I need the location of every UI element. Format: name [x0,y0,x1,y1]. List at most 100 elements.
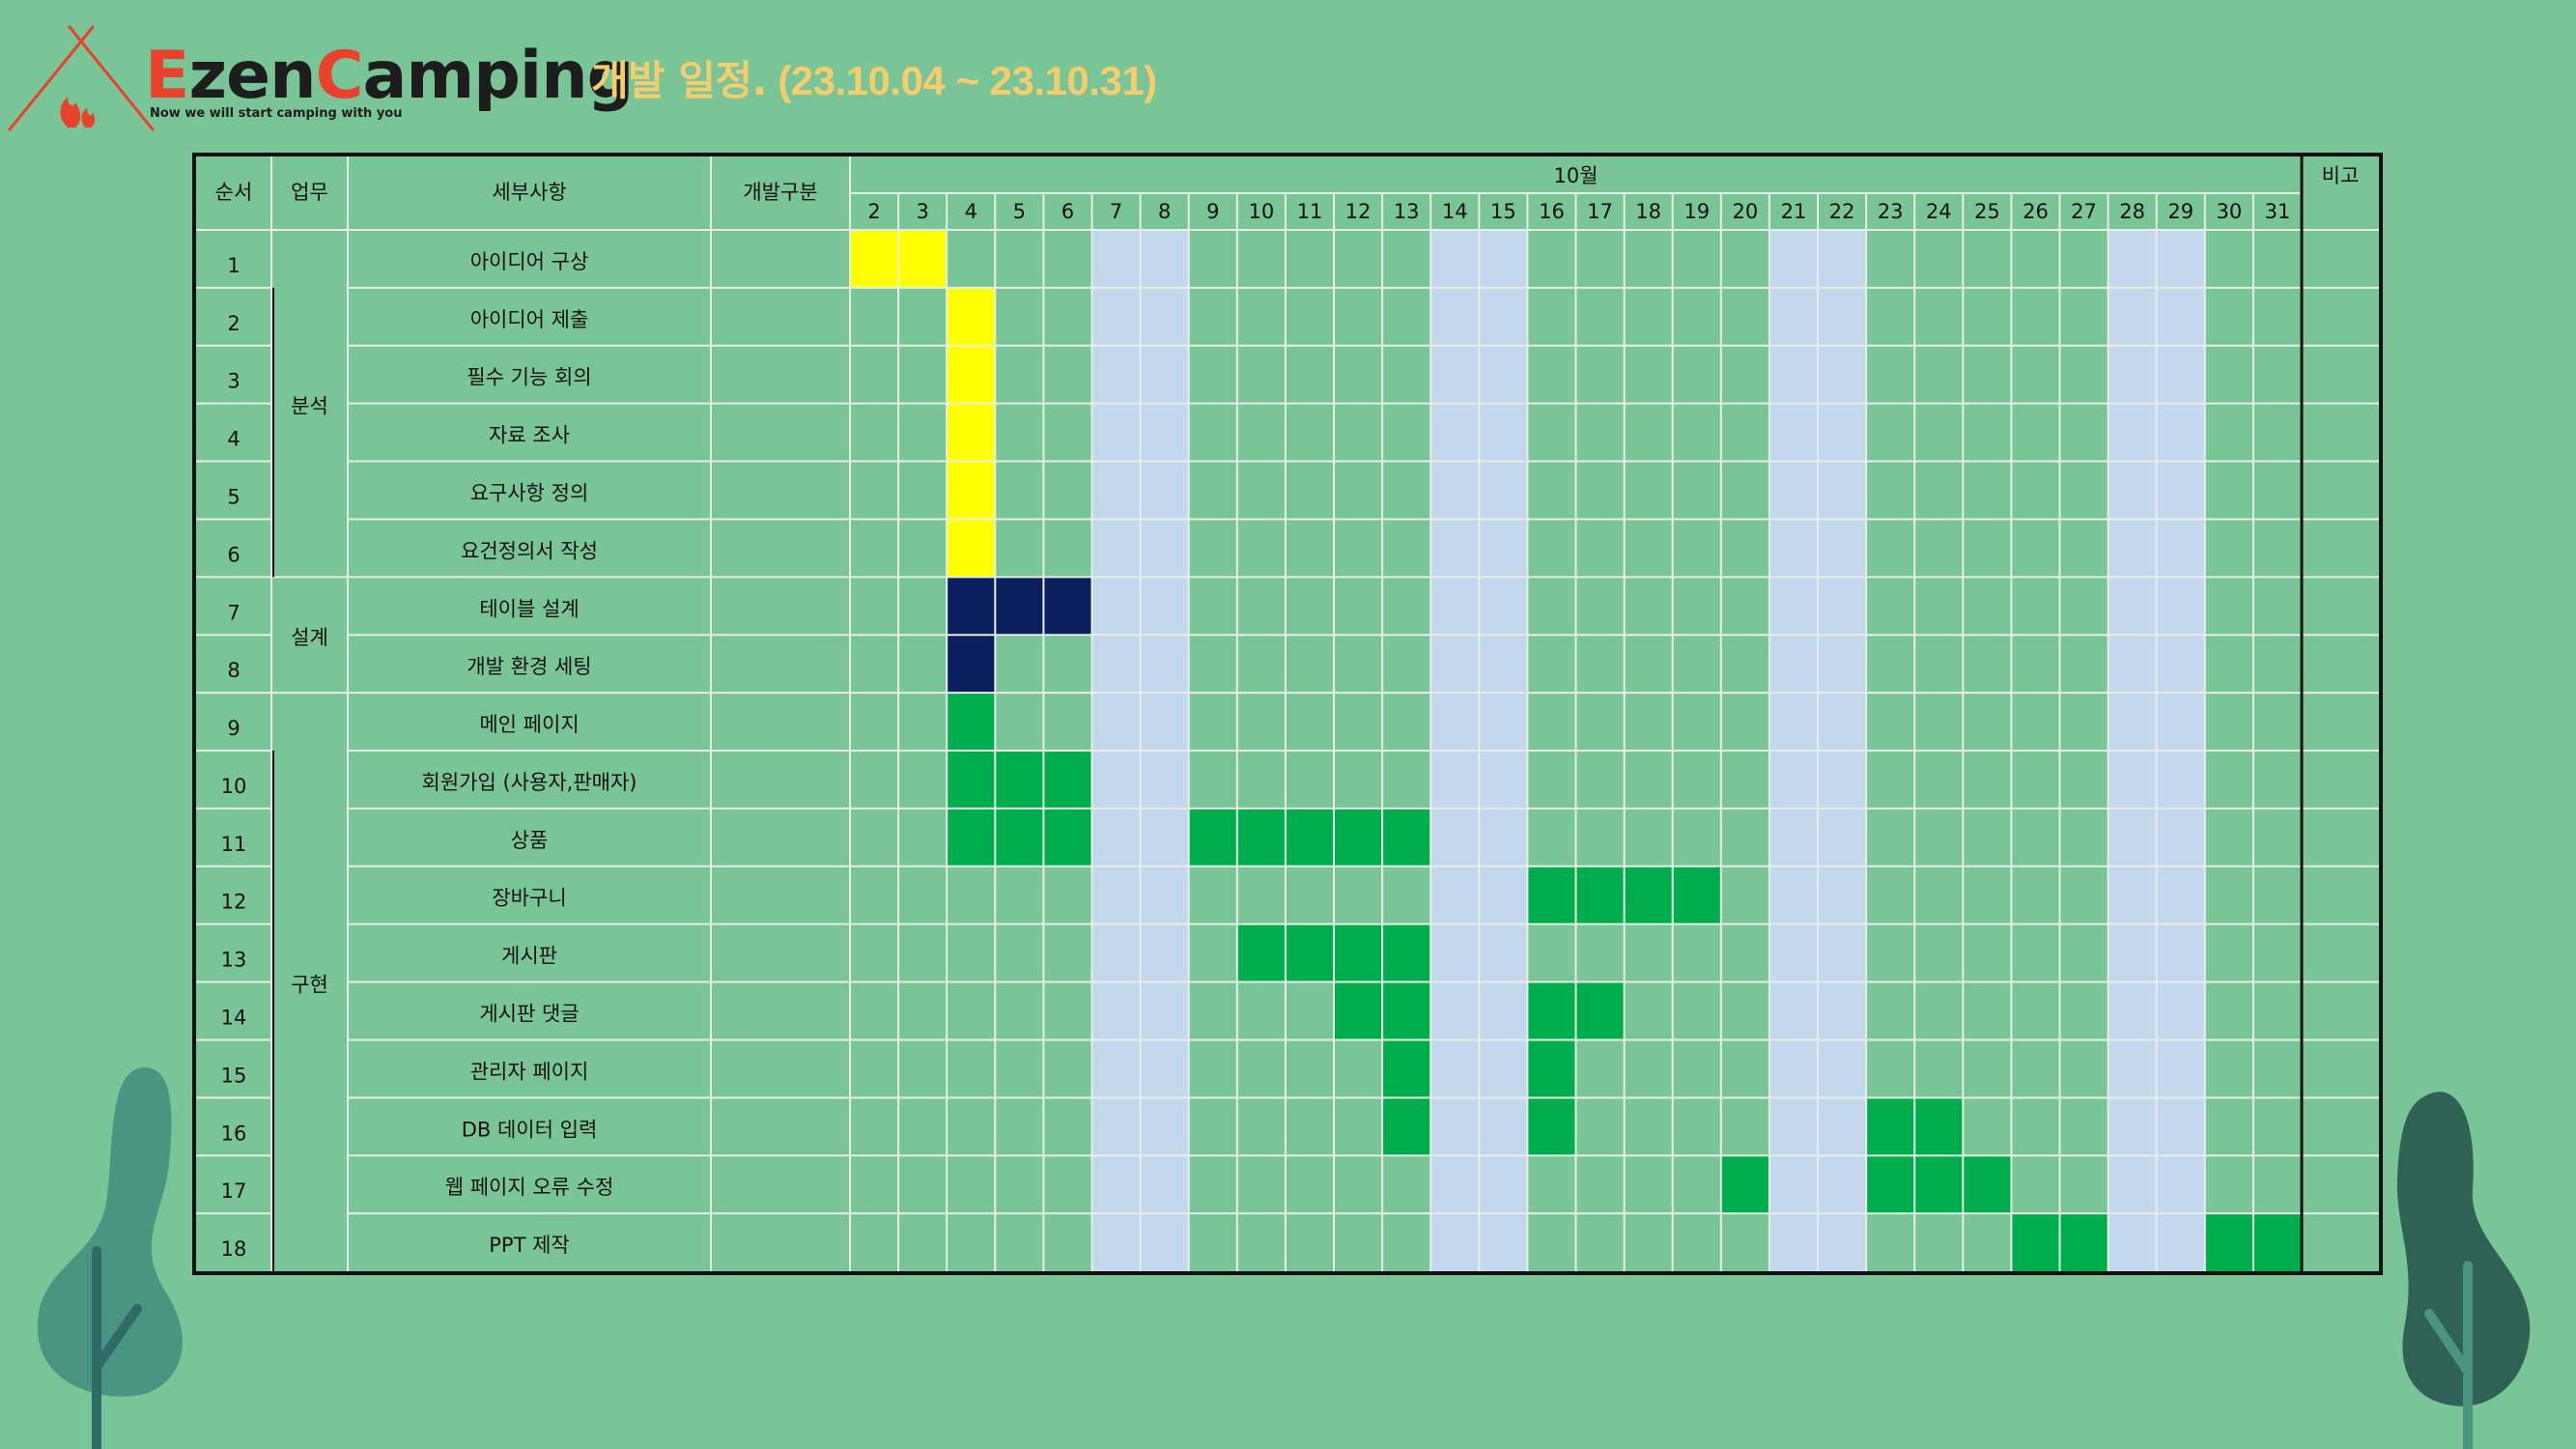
day-label: 28 [2119,200,2145,223]
schedule-cell-yellow [947,345,996,404]
schedule-cell-green [1575,866,1625,924]
header-work: 업무 [291,181,328,204]
day-label: 31 [2265,200,2291,223]
schedule-cell-green [2011,1213,2060,1271]
day-label: 9 [1206,200,1219,223]
title-text: 개발 일정. [591,57,768,104]
row-number: 17 [221,1179,247,1203]
schedule-cell-green [947,808,996,867]
row-number: 15 [221,1064,247,1087]
day-label: 26 [2023,200,2049,223]
row-number: 2 [227,312,240,335]
schedule-cell-navy [1043,577,1092,636]
row-number: 12 [221,891,247,914]
day-label: 16 [1539,200,1565,223]
day-label: 12 [1345,200,1372,223]
schedule-cell-green [1382,981,1431,1040]
row-number: 9 [227,717,240,740]
title-dates: (23.10.04 ~ 23.10.31) [767,58,1157,103]
row-number: 7 [227,601,240,624]
schedule-cell-green [1866,1097,1915,1156]
schedule-cell-green [1236,808,1286,867]
task-name: 메인 페이지 [479,713,579,736]
schedule-cell-green [947,693,996,751]
schedule-cell-green [995,751,1044,809]
tent-logo [8,25,155,131]
schedule-cell-yellow [947,461,996,520]
schedule-cell-green [1334,981,1383,1040]
day-label: 5 [1013,200,1026,223]
task-name: 요구사항 정의 [470,482,589,505]
schedule-cell-yellow [947,403,996,462]
task-name: 상품 [511,829,549,852]
task-name: 장바구니 [492,887,566,910]
schedule-cell-yellow [850,230,899,288]
schedule-cell-yellow [947,519,996,578]
schedule-cell-green [1963,1155,2012,1214]
schedule-cell-yellow [947,287,996,346]
task-name: 자료 조사 [489,424,570,447]
task-name: 아이디어 제출 [470,308,589,331]
header-month: 10월 [1553,164,1598,187]
day-label: 2 [867,200,880,223]
row-number: 4 [227,428,240,451]
task-name: 게시판 [501,945,557,968]
schedule-cell-green [1527,1097,1576,1156]
schedule-cell-green [2204,1213,2253,1271]
schedule-cell-green [1914,1155,1964,1214]
schedule-cell-yellow [898,230,948,288]
schedule-cell-green [1188,808,1237,867]
day-label: 8 [1158,200,1171,223]
work-group-label: 설계 [291,626,328,649]
schedule-cell-navy [995,577,1044,636]
task-name: 회원가입 (사용자,판매자) [422,771,637,794]
row-number: 6 [227,543,240,566]
row-number: 8 [227,659,240,682]
day-label: 21 [1781,200,1807,223]
schedule-cell-green [1527,866,1576,924]
task-name: 웹 페이지 오류 수정 [445,1176,614,1199]
day-label: 25 [1974,200,2000,223]
task-name: 관리자 페이지 [470,1060,589,1083]
row-number: 13 [221,949,247,972]
schedule-cell-navy [947,635,996,694]
day-label: 11 [1297,200,1323,223]
day-label: 4 [965,200,977,223]
header-order: 순서 [215,181,253,204]
task-name: DB 데이터 입력 [462,1118,598,1141]
day-label: 17 [1587,200,1613,223]
day-label: 13 [1394,200,1420,223]
tent-icon [8,25,155,131]
task-name: 아이디어 구상 [470,250,589,273]
schedule-cell-green [1382,923,1431,982]
schedule-cell-green [2252,1213,2302,1271]
brand-tagline: Now we will start camping with you [150,106,403,121]
day-label: 7 [1110,200,1122,223]
header-notes: 비고 [2322,164,2360,187]
schedule-cell-green [1285,808,1334,867]
schedule-cell-green [1043,808,1092,867]
page-title: 개발 일정. (23.10.04 ~ 23.10.31) [591,48,1157,107]
schedule-cell-green [1527,981,1576,1040]
day-label: 14 [1442,200,1468,223]
day-label: 20 [1732,200,1758,223]
schedule-cell-green [1382,1039,1431,1098]
day-label: 3 [916,200,928,223]
schedule-cell-green [1285,923,1334,982]
task-name: 요건정의서 작성 [461,539,598,562]
schedule-cell-green [1672,866,1721,924]
schedule-cell-green [1914,1097,1964,1156]
header-detail: 세부사항 [492,181,566,204]
campfire-icon [60,97,96,128]
day-label: 30 [2216,200,2242,223]
schedule-cell-green [1334,923,1383,982]
row-number: 5 [227,486,240,509]
row-number: 18 [221,1237,247,1261]
day-label: 18 [1635,200,1661,223]
day-label: 6 [1062,200,1074,223]
header-category: 개발구분 [743,181,817,204]
day-label: 29 [2167,200,2194,223]
task-name: PPT 제작 [489,1234,569,1257]
schedule-cell-green [1043,751,1092,809]
